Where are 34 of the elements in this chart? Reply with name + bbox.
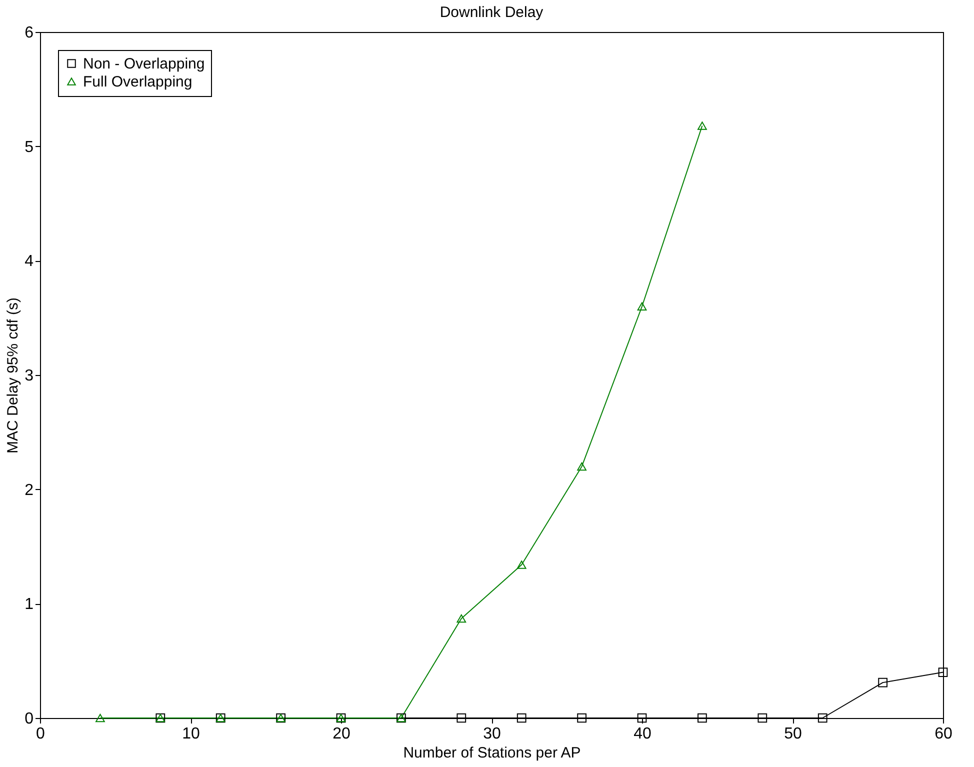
point: [938, 668, 948, 677]
point: [577, 462, 586, 471]
y-tick-label: 3: [24, 368, 34, 384]
point: [456, 713, 466, 723]
point: [698, 122, 707, 130]
chart-title: Downlink Delay: [440, 4, 544, 21]
x-axis-title: Number of Stations per AP: [403, 744, 581, 762]
x-tick-label: 20: [332, 726, 350, 742]
point: [96, 714, 105, 722]
point: [516, 560, 526, 569]
point: [878, 678, 888, 688]
point: [577, 713, 586, 723]
point: [637, 302, 647, 311]
point: [698, 713, 707, 723]
point: [818, 713, 828, 723]
y-tick-label: 6: [24, 24, 34, 42]
legend-label: Full Overlapping: [83, 74, 192, 90]
legend-label: Non - Overlapping: [83, 56, 205, 72]
point: [758, 713, 768, 723]
point: [516, 713, 526, 723]
x-tick-label: 60: [934, 726, 952, 742]
point: [637, 713, 647, 723]
x-tick-label: 0: [36, 726, 46, 742]
y-tick-label: 5: [24, 138, 34, 156]
y-tick-label: 0: [24, 710, 34, 728]
x-tick-label: 10: [182, 726, 200, 742]
point: [456, 614, 466, 623]
x-tick-label: 30: [483, 726, 501, 742]
y-tick-label: 1: [24, 596, 34, 614]
y-tick-label: 4: [24, 253, 34, 270]
x-tick-label: 50: [784, 726, 802, 742]
y-tick-label: 2: [24, 482, 34, 499]
x-tick-label: 40: [634, 726, 652, 742]
y-axis-title: MAC Delay 95% cdf (s): [4, 298, 22, 454]
